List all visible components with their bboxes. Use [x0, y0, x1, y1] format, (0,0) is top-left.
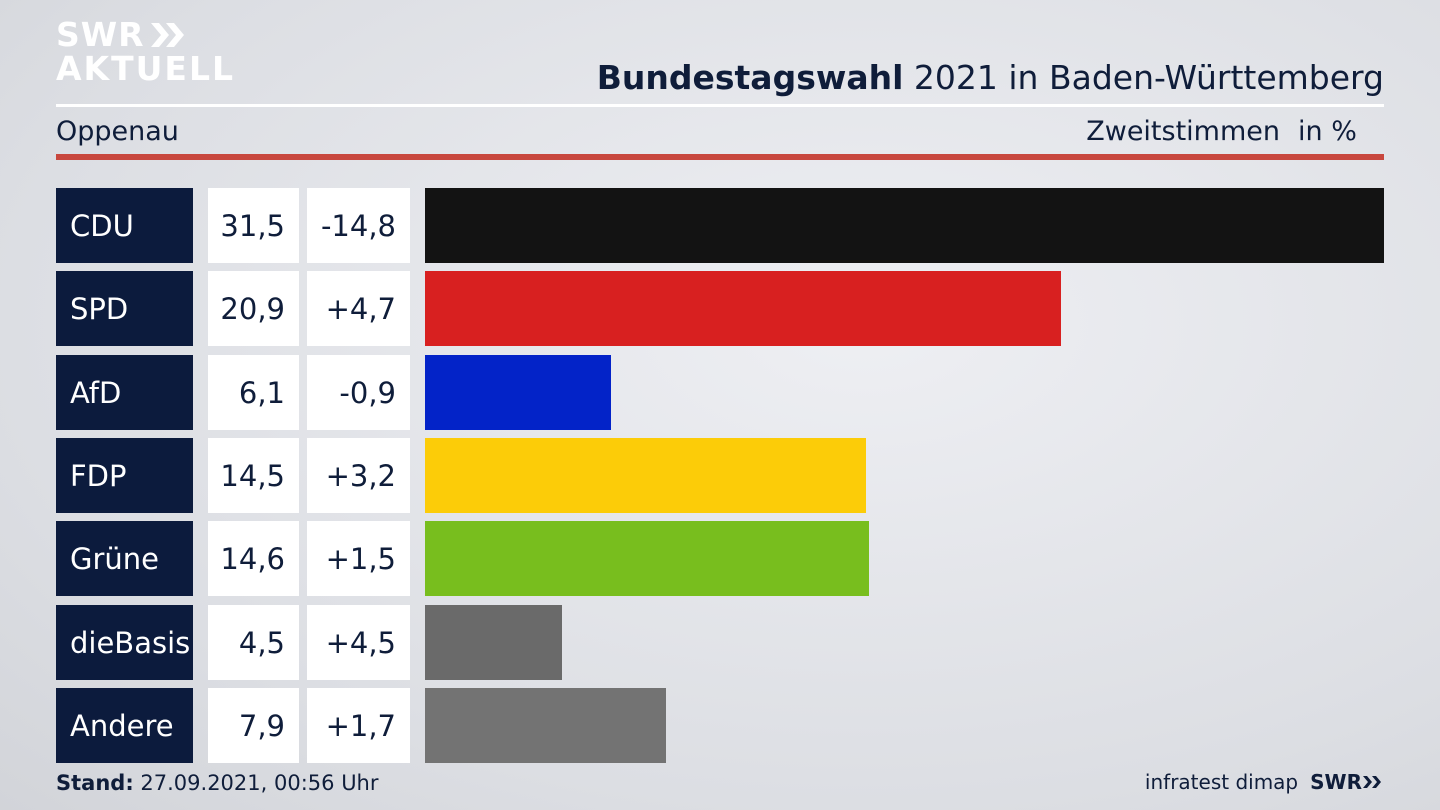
bar-diebasis	[425, 605, 562, 680]
vote-share-change: +1,5	[307, 521, 410, 596]
chart-title-bold: Bundestagswahl	[596, 58, 904, 97]
district-name: Oppenau	[56, 116, 179, 147]
bar-grüne	[425, 521, 869, 596]
vote-share-change: -0,9	[307, 355, 410, 430]
source-label: infratest dimap	[1144, 770, 1299, 794]
party-label: Andere	[56, 688, 193, 763]
chart-title-rest: 2021 in Baden-Württemberg	[913, 58, 1384, 97]
unit-label: in %	[1298, 116, 1357, 147]
vote-type-label: Zweitstimmen	[1086, 116, 1280, 147]
vote-share-value: 20,9	[208, 271, 299, 346]
vote-share-change: +1,7	[307, 688, 410, 763]
footer-credits: infratest dimap SWR	[1145, 770, 1384, 794]
header-divider	[56, 104, 1384, 107]
accent-divider	[56, 154, 1384, 160]
timestamp-value: 27.09.2021, 00:56 Uhr	[140, 771, 379, 795]
party-label: Grüne	[56, 521, 193, 596]
vote-share-value: 31,5	[208, 188, 299, 263]
vote-share-change: +3,2	[307, 438, 410, 513]
bar-spd	[425, 271, 1061, 346]
vote-share-value: 6,1	[208, 355, 299, 430]
vote-share-value: 14,6	[208, 521, 299, 596]
vote-share-value: 14,5	[208, 438, 299, 513]
bar-fdp	[425, 438, 866, 513]
vote-share-value: 4,5	[208, 605, 299, 680]
double-chevron-right-icon	[1363, 776, 1381, 788]
logo-text-aktuell: AKTUELL	[56, 49, 236, 88]
vote-share-change: +4,5	[307, 605, 410, 680]
bar-andere	[425, 688, 666, 763]
vote-share-change: -14,8	[307, 188, 410, 263]
logo-text-swr: SWR	[56, 15, 145, 54]
vote-share-value: 7,9	[208, 688, 299, 763]
vote-share-change: +4,7	[307, 271, 410, 346]
party-label: SPD	[56, 271, 193, 346]
party-label: CDU	[56, 188, 193, 263]
bar-afd	[425, 355, 611, 430]
footer-swr-text: SWR	[1310, 770, 1362, 794]
swr-aktuell-logo: SWR AKTUELL	[56, 18, 235, 86]
chart-title: Bundestagswahl 2021 in Baden-Württemberg	[597, 58, 1384, 97]
footer-swr-logo: SWR	[1310, 770, 1384, 794]
party-label: AfD	[56, 355, 193, 430]
party-label: dieBasis	[56, 605, 193, 680]
double-chevron-right-icon	[150, 23, 184, 47]
bar-cdu	[425, 188, 1384, 263]
party-label: FDP	[56, 438, 193, 513]
timestamp: Stand: 27.09.2021, 00:56 Uhr	[56, 771, 379, 795]
timestamp-label: Stand:	[56, 771, 134, 795]
